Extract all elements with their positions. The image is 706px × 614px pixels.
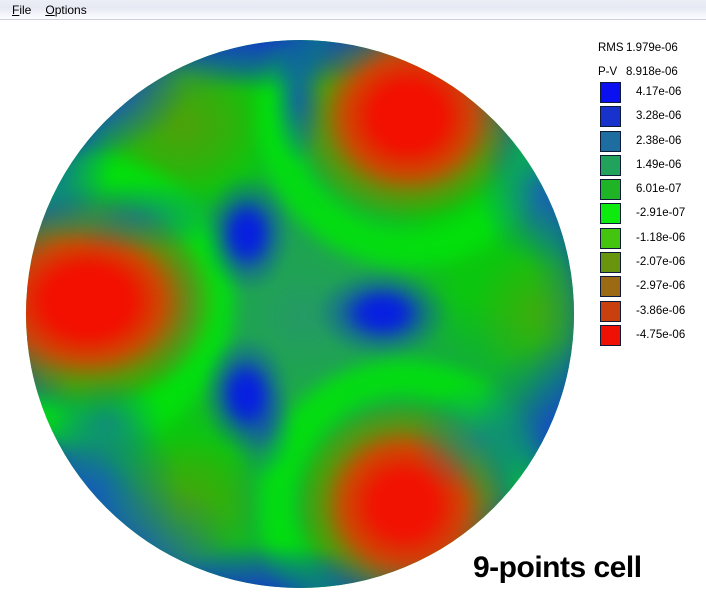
legend-value: 2.38e-06 [636, 134, 682, 147]
legend-value: 3.28e-06 [636, 110, 682, 123]
legend-value: 4.17e-06 [636, 86, 682, 98]
legend-value: -4.75e-06 [636, 328, 686, 341]
wavefront-map-surface [26, 40, 574, 588]
pv-label: P-V [598, 66, 618, 78]
wavefront-map [26, 40, 574, 588]
legend-entry: -3.86e-06 [600, 300, 703, 322]
legend-swatch [600, 276, 621, 298]
legend-entry: 4.17e-06 [600, 82, 703, 103]
legend-entry: 3.28e-06 [600, 106, 703, 128]
legend-swatch [600, 300, 621, 322]
pv-value: 8.918e-06 [626, 66, 678, 78]
pv-stat-row: P-V 8.918e-06 [598, 66, 703, 79]
legend-swatch [600, 179, 621, 201]
legend-entry: 6.01e-07 [600, 179, 703, 201]
menu-item-file[interactable]: File [12, 2, 32, 17]
legend-panel: RMS 1.979e-06 P-V 8.918e-06 4.17e-06 3.28… [598, 42, 703, 349]
legend-value: -1.18e-06 [636, 231, 686, 244]
legend-entry: -2.07e-06 [600, 252, 703, 274]
legend-swatch [600, 106, 621, 128]
legend-value: 1.49e-06 [636, 158, 682, 171]
legend-swatch [600, 252, 621, 274]
legend-swatch [600, 154, 621, 176]
legend-entry: -2.91e-07 [600, 203, 703, 225]
legend-value: -2.07e-06 [636, 256, 686, 269]
legend-swatch [600, 203, 621, 225]
legend-swatch [600, 324, 621, 346]
legend-color-scale: 4.17e-06 3.28e-06 2.38e-06 1.49e-06 6.01e-07… [598, 82, 703, 346]
menu-item-options[interactable]: Options [45, 2, 87, 17]
menu-bar: File Options [0, 0, 706, 20]
rms-label: RMS [598, 42, 624, 54]
legend-swatch [600, 82, 621, 103]
legend-value: -2.97e-06 [636, 280, 686, 293]
rms-value: 1.979e-06 [626, 42, 678, 54]
legend-value: -3.86e-06 [636, 304, 686, 317]
legend-value: -2.91e-07 [636, 207, 686, 220]
legend-entry: -1.18e-06 [600, 227, 703, 249]
legend-value: 6.01e-07 [636, 183, 682, 196]
legend-entry: 2.38e-06 [600, 130, 703, 152]
legend-entry: -2.97e-06 [600, 276, 703, 298]
legend-entry: 1.49e-06 [600, 154, 703, 176]
legend-entry: -4.75e-06 [600, 324, 703, 346]
rms-stat-row: RMS 1.979e-06 [598, 42, 703, 55]
legend-swatch [600, 227, 621, 249]
legend-swatch [600, 130, 621, 152]
plot-caption: 9-points cell [473, 551, 642, 584]
